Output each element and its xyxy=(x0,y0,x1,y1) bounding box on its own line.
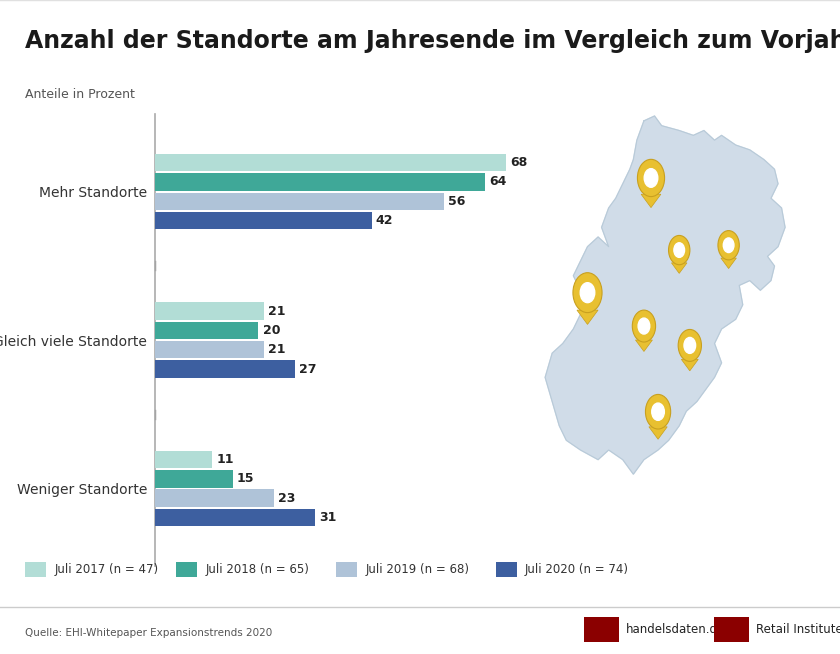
Text: Anzahl der Standorte am Jahresende im Vergleich zum Vorjahr: Anzahl der Standorte am Jahresende im Ve… xyxy=(25,29,840,54)
Text: 27: 27 xyxy=(299,362,316,375)
Bar xyxy=(155,360,295,378)
Polygon shape xyxy=(577,310,598,324)
Text: 15: 15 xyxy=(237,472,255,485)
Text: 20: 20 xyxy=(263,324,280,337)
Circle shape xyxy=(652,403,664,421)
Circle shape xyxy=(580,283,595,303)
Circle shape xyxy=(644,169,658,187)
Text: Quelle: EHI-Whitepaper Expansionstrends 2020: Quelle: EHI-Whitepaper Expansionstrends … xyxy=(25,628,272,638)
Bar xyxy=(155,173,486,191)
Circle shape xyxy=(723,238,734,252)
Text: Juli 2018 (n = 65): Juli 2018 (n = 65) xyxy=(206,563,310,576)
Circle shape xyxy=(669,235,690,265)
Circle shape xyxy=(633,310,655,342)
Text: 56: 56 xyxy=(448,195,465,208)
Polygon shape xyxy=(671,263,687,273)
Circle shape xyxy=(718,231,739,260)
Bar xyxy=(155,302,264,320)
Circle shape xyxy=(645,394,670,429)
Circle shape xyxy=(678,330,701,362)
Bar xyxy=(155,154,506,171)
Text: Juli 2019 (n = 68): Juli 2019 (n = 68) xyxy=(365,563,470,576)
Text: 31: 31 xyxy=(319,511,337,524)
Text: 21: 21 xyxy=(268,305,286,318)
Bar xyxy=(155,193,444,210)
Circle shape xyxy=(638,160,664,197)
Bar xyxy=(155,470,233,487)
Polygon shape xyxy=(545,116,785,474)
Bar xyxy=(155,489,274,507)
Text: 21: 21 xyxy=(268,343,286,356)
Text: 42: 42 xyxy=(376,214,393,227)
Text: 11: 11 xyxy=(216,453,234,466)
Circle shape xyxy=(638,318,650,334)
Text: Anteile in Prozent: Anteile in Prozent xyxy=(25,88,135,101)
Text: EHI: EHI xyxy=(722,625,742,635)
Polygon shape xyxy=(648,427,667,439)
Circle shape xyxy=(573,273,602,313)
Text: Retail Institute®: Retail Institute® xyxy=(756,623,840,636)
Polygon shape xyxy=(636,340,653,351)
Bar xyxy=(155,322,259,339)
Text: EHI: EHI xyxy=(591,625,612,635)
Polygon shape xyxy=(641,194,661,207)
Polygon shape xyxy=(721,258,737,269)
Polygon shape xyxy=(681,359,698,371)
Text: Juli 2017 (n = 47): Juli 2017 (n = 47) xyxy=(55,563,159,576)
Text: 64: 64 xyxy=(489,175,507,188)
Bar xyxy=(155,212,372,230)
Bar xyxy=(155,509,315,526)
Circle shape xyxy=(674,243,685,258)
Text: 23: 23 xyxy=(278,492,296,505)
Bar xyxy=(155,341,264,358)
Text: Juli 2020 (n = 74): Juli 2020 (n = 74) xyxy=(525,563,629,576)
Text: 68: 68 xyxy=(510,156,528,169)
Text: handelsdaten.de: handelsdaten.de xyxy=(626,623,725,636)
Circle shape xyxy=(684,337,696,353)
Bar xyxy=(155,451,212,468)
